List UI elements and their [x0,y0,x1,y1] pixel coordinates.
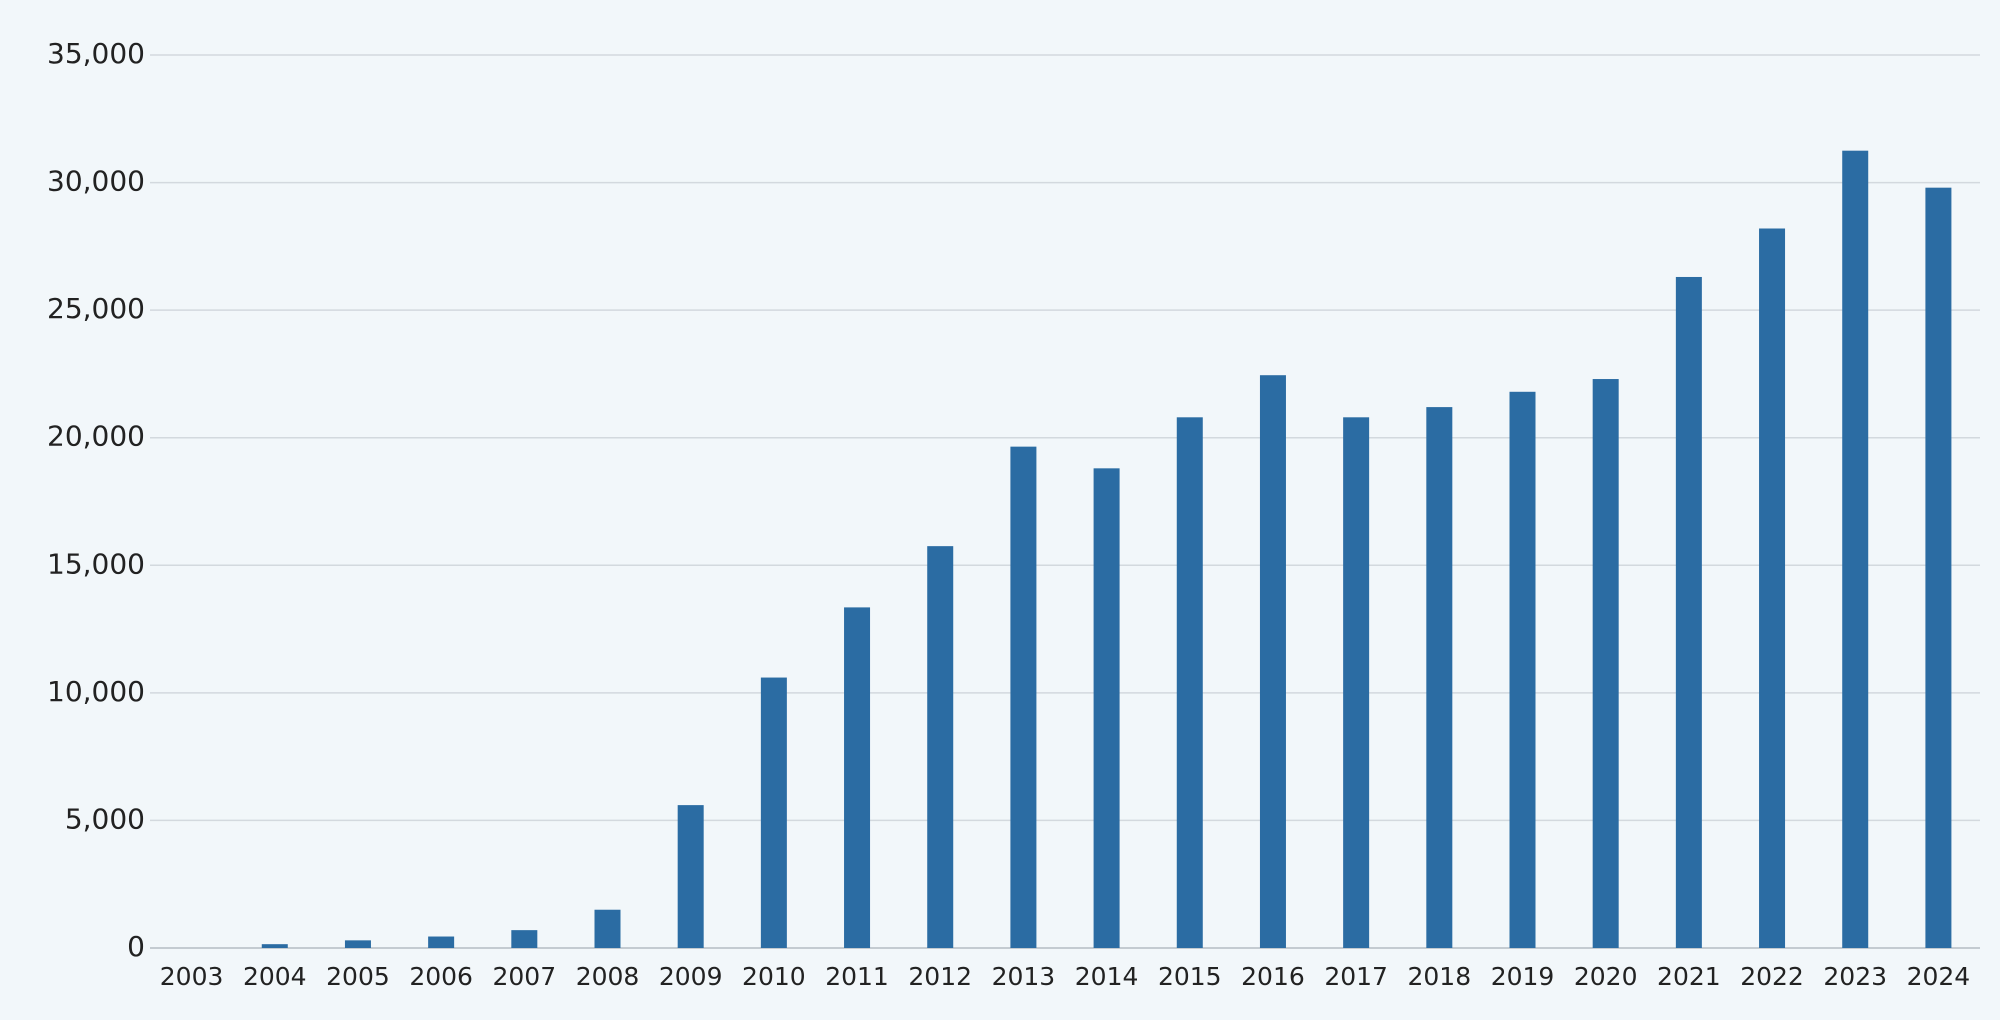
x-tick-label: 2007 [493,962,557,991]
bar [1259,375,1286,948]
x-tick-label: 2005 [326,962,390,991]
bar [1842,150,1869,948]
bar [261,944,288,948]
x-tick-label: 2006 [409,962,473,991]
y-tick-label: 0 [127,930,145,963]
bar [1925,187,1952,948]
x-tick-label: 2021 [1657,962,1721,991]
y-tick-label: 30,000 [47,165,145,198]
bar [1675,276,1702,949]
x-tick-label: 2010 [742,962,806,991]
x-tick-label: 2023 [1823,962,1887,991]
bar [1592,379,1619,948]
x-tick-label: 2012 [908,962,972,991]
bar [844,607,871,948]
x-tick-label: 2022 [1740,962,1804,991]
x-tick-label: 2013 [992,962,1056,991]
x-tick-label: 2015 [1158,962,1222,991]
bar [594,909,621,948]
x-tick-label: 2003 [160,962,224,991]
bar [1093,468,1120,948]
bar [1509,391,1536,948]
bar [1176,417,1203,948]
bar [927,546,954,948]
x-tick-label: 2018 [1408,962,1472,991]
bar [1343,417,1370,948]
bar [428,936,455,948]
x-tick-label: 2011 [825,962,889,991]
x-tick-label: 2008 [576,962,640,991]
y-tick-label: 20,000 [47,420,145,453]
bar [677,805,704,948]
bar [511,930,538,948]
bar [1759,228,1786,949]
x-tick-label: 2014 [1075,962,1139,991]
x-tick-label: 2024 [1907,962,1971,991]
x-tick-label: 2017 [1324,962,1388,991]
y-tick-label: 15,000 [47,547,145,580]
bar [344,940,371,948]
y-tick-label: 35,000 [47,37,145,70]
y-tick-label: 5,000 [65,802,145,835]
x-tick-label: 2019 [1491,962,1555,991]
x-tick-label: 2009 [659,962,723,991]
y-tick-label: 25,000 [47,292,145,325]
bar [1010,446,1037,948]
x-tick-label: 2016 [1241,962,1305,991]
bar [760,677,787,948]
y-tick-label: 10,000 [47,675,145,708]
bar [1426,407,1453,948]
x-tick-label: 2020 [1574,962,1638,991]
x-tick-label: 2004 [243,962,307,991]
